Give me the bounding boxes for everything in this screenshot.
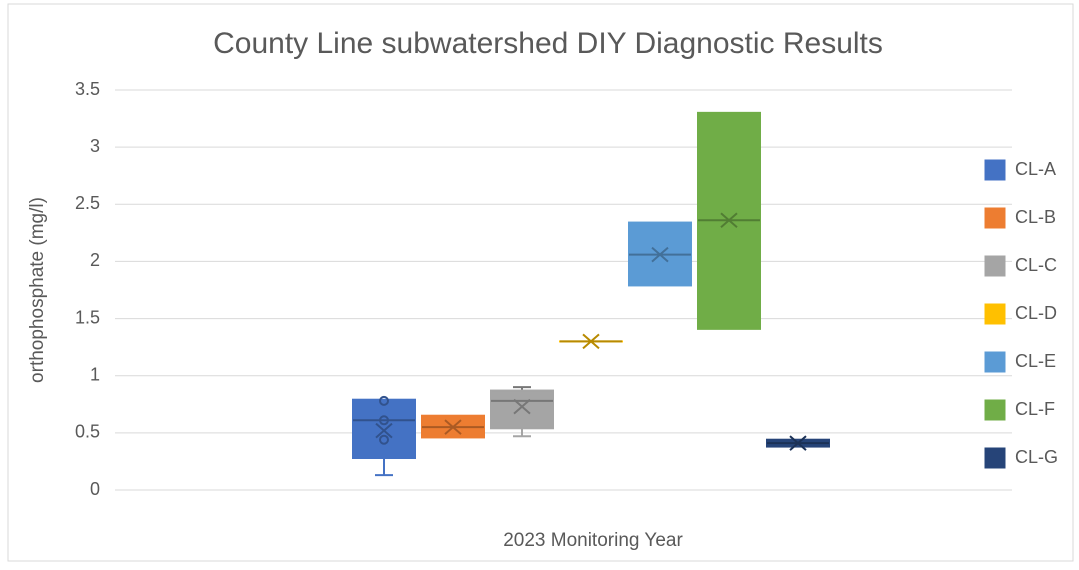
box	[491, 391, 553, 429]
y-tick-label: 0	[90, 479, 100, 499]
legend-label: CL-G	[1015, 447, 1058, 467]
legend-label: CL-A	[1015, 159, 1056, 179]
legend-swatch	[985, 352, 1005, 372]
chart-frame	[8, 4, 1073, 561]
y-tick-label: 1.5	[75, 307, 100, 327]
legend-swatch	[985, 448, 1005, 468]
chart-title: County Line subwatershed DIY Diagnostic …	[213, 27, 883, 60]
legend-label: CL-B	[1015, 207, 1056, 227]
legend-label: CL-C	[1015, 255, 1057, 275]
legend-label: CL-D	[1015, 303, 1057, 323]
y-tick-label: 3	[90, 136, 100, 156]
y-tick-label: 2	[90, 250, 100, 270]
box	[353, 400, 415, 458]
legend-label: CL-F	[1015, 399, 1055, 419]
legend-swatch	[985, 304, 1005, 324]
x-axis-label: 2023 Monitoring Year	[503, 530, 683, 551]
y-axis-label: orthophosphate (mg/l)	[27, 197, 48, 383]
legend-swatch	[985, 160, 1005, 180]
y-tick-label: 0.5	[75, 422, 100, 442]
y-tick-label: 3.5	[75, 79, 100, 99]
legend-swatch	[985, 256, 1005, 276]
legend-label: CL-E	[1015, 351, 1056, 371]
y-tick-label: 2.5	[75, 193, 100, 213]
legend-swatch	[985, 208, 1005, 228]
y-tick-label: 1	[90, 364, 100, 384]
legend-swatch	[985, 400, 1005, 420]
